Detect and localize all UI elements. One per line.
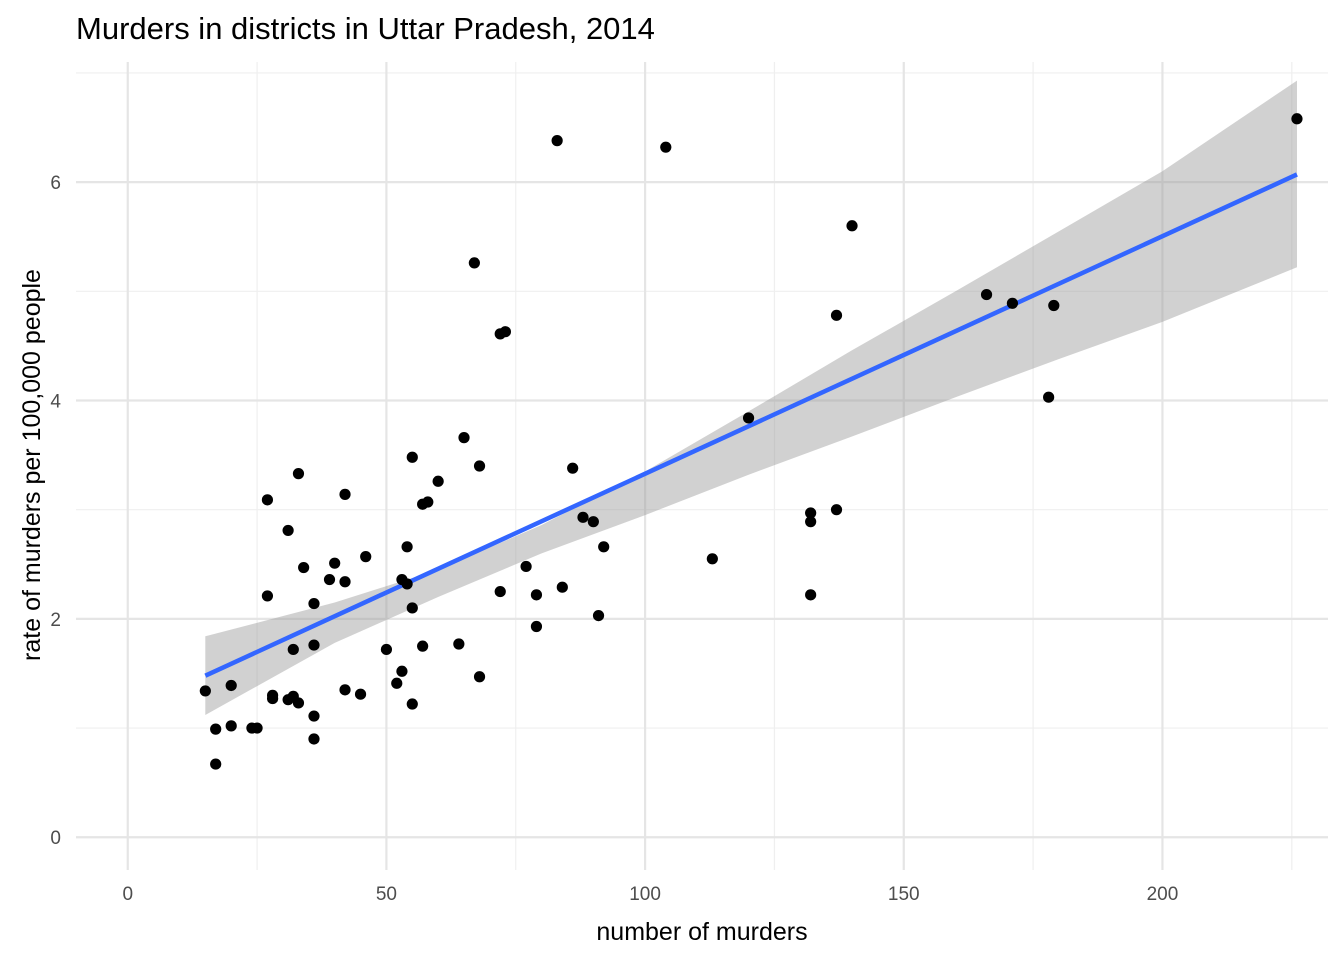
data-point bbox=[1048, 299, 1060, 312]
x-tick-label: 50 bbox=[376, 884, 397, 905]
data-point bbox=[805, 516, 817, 528]
data-point bbox=[453, 638, 465, 650]
data-point bbox=[339, 488, 351, 500]
x-tick-label: 100 bbox=[629, 884, 661, 905]
data-point bbox=[287, 643, 299, 656]
y-tick-label: 2 bbox=[50, 610, 61, 631]
data-point bbox=[494, 585, 506, 598]
data-point bbox=[282, 524, 294, 537]
data-point bbox=[417, 640, 429, 652]
data-point bbox=[592, 609, 605, 622]
confidence-band-layer bbox=[205, 80, 1297, 716]
y-tick-label: 6 bbox=[50, 173, 61, 194]
data-point bbox=[308, 597, 320, 610]
data-point bbox=[261, 590, 274, 602]
data-point bbox=[846, 220, 858, 232]
data-point bbox=[598, 541, 610, 553]
y-tick-label: 4 bbox=[50, 391, 61, 412]
data-point bbox=[742, 412, 755, 424]
x-tick-label: 0 bbox=[122, 884, 133, 905]
data-point bbox=[225, 679, 237, 692]
data-point bbox=[1291, 113, 1303, 125]
data-point bbox=[401, 541, 413, 553]
x-tick-label: 150 bbox=[888, 884, 920, 905]
data-point bbox=[308, 710, 320, 722]
data-point bbox=[199, 685, 211, 697]
data-point bbox=[298, 561, 310, 574]
data-point bbox=[391, 677, 403, 689]
points-layer bbox=[199, 113, 1303, 770]
data-point bbox=[706, 553, 718, 565]
x-axis-title: number of murders bbox=[596, 918, 807, 946]
chart-title: Murders in districts in Uttar Pradesh, 2… bbox=[76, 11, 655, 46]
data-point bbox=[308, 639, 320, 651]
data-point bbox=[830, 504, 843, 516]
y-tick-label: 0 bbox=[50, 828, 61, 849]
data-point bbox=[360, 551, 372, 563]
data-point bbox=[577, 511, 589, 523]
data-point bbox=[406, 698, 418, 710]
data-point bbox=[520, 560, 532, 573]
data-point bbox=[251, 722, 263, 734]
data-point bbox=[567, 462, 579, 474]
data-point bbox=[396, 665, 408, 677]
data-point bbox=[380, 643, 393, 656]
minor-grid bbox=[76, 62, 1328, 870]
x-tick-label: 200 bbox=[1147, 884, 1179, 905]
data-point bbox=[980, 288, 993, 301]
major-grid bbox=[76, 62, 1328, 870]
data-point bbox=[261, 494, 274, 506]
y-axis-title: rate of murders per 100,000 people bbox=[18, 269, 46, 661]
data-point bbox=[530, 589, 543, 601]
data-point bbox=[458, 432, 470, 444]
data-point bbox=[660, 141, 672, 153]
data-point bbox=[308, 733, 320, 745]
data-point bbox=[225, 720, 237, 732]
data-point bbox=[1006, 297, 1019, 309]
data-point bbox=[323, 573, 336, 586]
data-point bbox=[339, 684, 351, 696]
data-point bbox=[473, 671, 486, 683]
data-point bbox=[422, 496, 434, 508]
data-point bbox=[339, 576, 351, 588]
data-point bbox=[468, 257, 480, 269]
data-point bbox=[805, 507, 817, 519]
data-point bbox=[354, 688, 367, 700]
data-point bbox=[473, 460, 486, 472]
y-tick-labels: 0 2 4 6 bbox=[50, 173, 61, 849]
data-point bbox=[556, 581, 568, 593]
data-point bbox=[210, 758, 222, 770]
data-point bbox=[266, 692, 279, 705]
data-point bbox=[551, 135, 563, 147]
data-point bbox=[406, 602, 418, 614]
x-tick-labels: 0 50 100 150 200 bbox=[122, 884, 1178, 905]
data-point bbox=[406, 451, 418, 463]
data-point bbox=[210, 723, 222, 735]
fit-line-layer bbox=[204, 172, 1298, 678]
data-point bbox=[401, 578, 413, 590]
data-point bbox=[1043, 391, 1055, 403]
data-point bbox=[292, 468, 305, 480]
confidence-band bbox=[205, 80, 1297, 716]
data-point bbox=[830, 309, 843, 321]
data-point bbox=[499, 326, 512, 338]
data-point bbox=[432, 475, 444, 487]
regression-line bbox=[204, 172, 1298, 678]
data-point bbox=[292, 697, 305, 709]
data-point bbox=[805, 589, 817, 601]
data-point bbox=[530, 620, 543, 633]
data-point bbox=[329, 557, 341, 569]
data-point bbox=[587, 516, 599, 528]
